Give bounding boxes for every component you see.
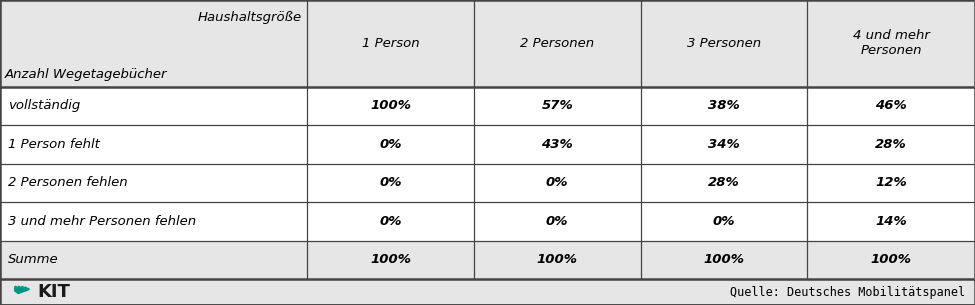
Text: 34%: 34% [708, 138, 740, 151]
Bar [307, 125, 474, 163]
Bar [307, 163, 474, 202]
Text: 14%: 14% [876, 215, 907, 228]
Bar [641, 241, 807, 279]
Text: 28%: 28% [708, 176, 740, 189]
Text: 0%: 0% [379, 138, 402, 151]
Bar [641, 125, 807, 163]
Text: 4 und mehr
Personen: 4 und mehr Personen [853, 29, 929, 57]
Text: 2 Personen fehlen: 2 Personen fehlen [8, 176, 128, 189]
Bar [0, 279, 975, 305]
Text: 0%: 0% [546, 176, 568, 189]
Bar [474, 163, 641, 202]
Text: 38%: 38% [708, 99, 740, 112]
Text: Anzahl Wegetagebücher: Anzahl Wegetagebücher [5, 68, 168, 81]
Text: 43%: 43% [541, 138, 573, 151]
Text: 57%: 57% [541, 99, 573, 112]
Text: 100%: 100% [370, 253, 411, 266]
Bar [641, 87, 807, 125]
Bar [807, 125, 975, 163]
Bar [0, 0, 307, 87]
Text: 100%: 100% [370, 99, 411, 112]
Text: 100%: 100% [871, 253, 912, 266]
Bar [307, 241, 474, 279]
Text: 3 und mehr Personen fehlen: 3 und mehr Personen fehlen [8, 215, 196, 228]
Text: 2 Personen: 2 Personen [520, 37, 595, 50]
Bar [474, 125, 641, 163]
Bar [474, 87, 641, 125]
Bar [307, 0, 474, 87]
Bar [307, 87, 474, 125]
Bar [807, 202, 975, 241]
Bar [0, 202, 307, 241]
Text: 100%: 100% [536, 253, 578, 266]
Text: Haushaltsgröße: Haushaltsgröße [198, 11, 302, 24]
Text: 0%: 0% [713, 215, 735, 228]
Bar [807, 0, 975, 87]
Bar [0, 241, 307, 279]
Bar [641, 163, 807, 202]
Text: 0%: 0% [546, 215, 568, 228]
Text: 3 Personen: 3 Personen [686, 37, 761, 50]
Text: Summe: Summe [8, 253, 58, 266]
Bar [474, 0, 641, 87]
Bar [641, 0, 807, 87]
Bar [307, 202, 474, 241]
Text: 28%: 28% [876, 138, 907, 151]
Text: 12%: 12% [876, 176, 907, 189]
Bar [0, 125, 307, 163]
Bar [0, 87, 307, 125]
Bar [641, 202, 807, 241]
Text: 1 Person fehlt: 1 Person fehlt [8, 138, 99, 151]
Text: 46%: 46% [876, 99, 907, 112]
Text: 0%: 0% [379, 176, 402, 189]
Text: 100%: 100% [703, 253, 745, 266]
Text: Quelle: Deutsches Mobilitätspanel: Quelle: Deutsches Mobilitätspanel [730, 285, 965, 299]
Bar [807, 163, 975, 202]
Text: KIT: KIT [37, 283, 70, 301]
Text: vollständig: vollständig [8, 99, 80, 112]
Bar [807, 241, 975, 279]
Bar [0, 163, 307, 202]
Text: 0%: 0% [379, 215, 402, 228]
Bar [474, 241, 641, 279]
Bar [807, 87, 975, 125]
Bar [474, 202, 641, 241]
Text: 1 Person: 1 Person [362, 37, 419, 50]
